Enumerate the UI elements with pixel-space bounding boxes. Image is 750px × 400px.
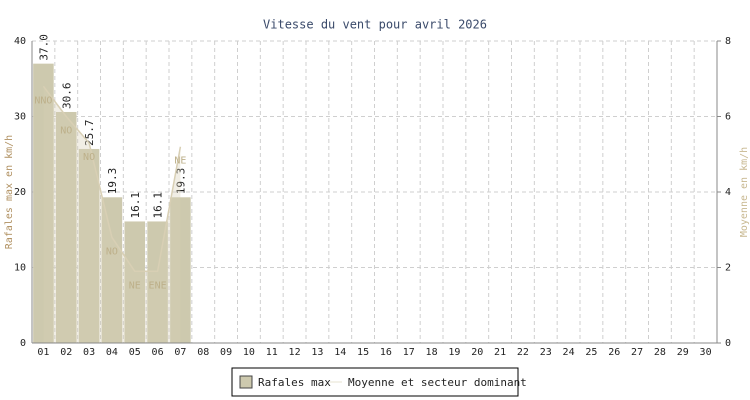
x-tick-label: 11 [266,347,278,358]
bar [55,111,77,343]
x-tick-label: 27 [631,347,643,358]
x-tick-label: 04 [106,347,118,358]
data-label: 16.1 [152,192,165,219]
direction-label: NE [174,156,186,167]
x-tick-label: 05 [129,347,141,358]
bar [33,63,54,344]
y-tick-label: 0 [20,338,26,349]
x-tick-label: 01 [37,347,49,358]
y2-tick-label: 0 [725,338,731,349]
x-tick-label: 30 [700,347,712,358]
y-axis-title: Rafales max en km/h [4,135,15,249]
x-tick-label: 25 [585,347,597,358]
y2-tick-label: 6 [725,112,731,123]
x-tick-label: 17 [403,347,415,358]
y-tick-label: 10 [14,263,26,274]
x-tick-label: 21 [494,347,506,358]
legend-label: Rafales max [258,376,331,389]
x-tick-label: 26 [608,347,620,358]
x-tick-label: 28 [654,347,666,358]
chart-title: Vitesse du vent pour avril 2026 [263,18,487,32]
direction-label: NO [106,246,118,257]
bar [147,221,168,343]
direction-label: NO [83,152,95,163]
y-tick-label: 40 [14,36,26,47]
x-tick-label: 07 [174,347,186,358]
x-tick-label: 06 [152,347,164,358]
x-tick-label: 24 [563,347,575,358]
y-tick-label: 30 [14,112,26,123]
bar [78,148,100,343]
y2-axis-title: Moyenne en km/h [739,147,750,237]
direction-label: NNO [34,95,52,106]
legend [231,367,519,397]
y2-tick-label: 8 [725,36,731,47]
x-tick-label: 10 [243,347,255,358]
data-label: 16.1 [129,192,142,219]
x-tick-label: 16 [380,347,392,358]
y2-tick-label: 4 [725,187,731,198]
x-tick-label: 20 [471,347,483,358]
x-tick-label: 09 [220,347,232,358]
bar [101,197,123,343]
x-tick-label: 08 [197,347,209,358]
x-tick-label: 03 [83,347,95,358]
direction-label: ENE [149,280,167,291]
data-label: 30.6 [60,82,73,109]
area-fill [43,86,181,344]
bar [170,197,191,343]
x-tick-label: 02 [60,347,72,358]
x-tick-label: 14 [334,347,346,358]
x-tick-label: 22 [517,347,529,358]
direction-label: NE [129,280,141,291]
direction-label: NO [60,126,72,137]
x-tick-label: 13 [311,347,323,358]
data-label: 19.3 [174,168,187,195]
data-label: 37.0 [37,34,50,61]
x-tick-label: 18 [426,347,438,358]
bar [124,221,146,343]
legend-label: Moyenne et secteur dominant [348,376,527,389]
y-tick-label: 20 [14,187,26,198]
x-tick-label: 12 [289,347,301,358]
x-tick-label: 15 [357,347,369,358]
x-tick-label: 23 [540,347,552,358]
y2-tick-label: 2 [725,263,731,274]
data-label: 19.3 [106,168,119,195]
legend-swatch [239,375,253,389]
area-line [42,85,182,273]
x-tick-label: 29 [677,347,689,358]
x-tick-label: 19 [448,347,460,358]
